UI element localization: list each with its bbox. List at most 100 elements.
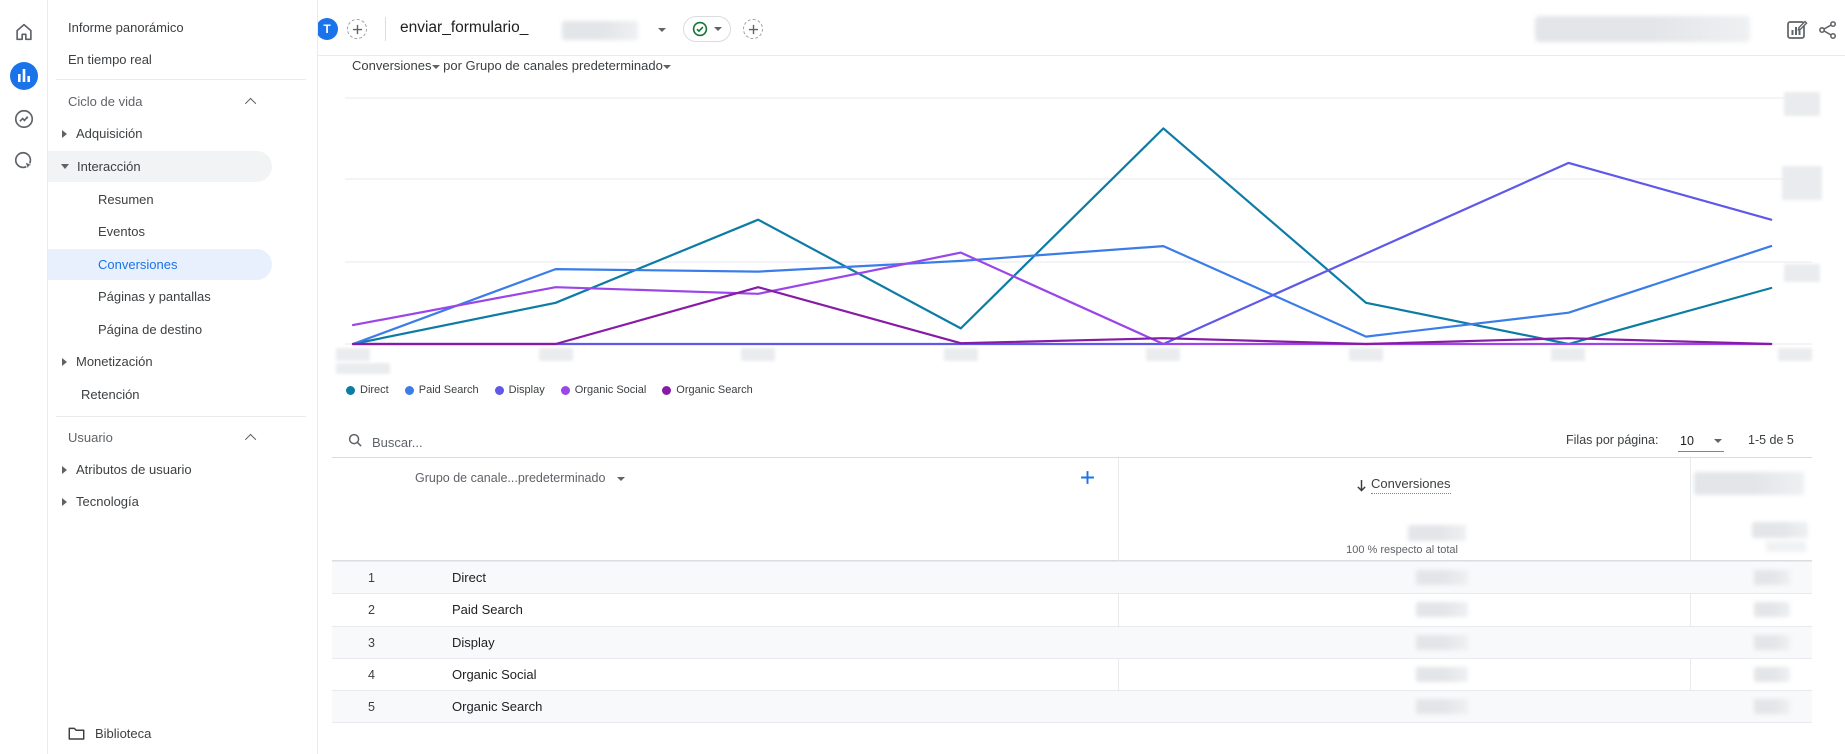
legend-dot-icon [560, 385, 570, 395]
legend-dot-icon [494, 385, 504, 395]
sidebar-item-retencion[interactable]: Retención [81, 387, 140, 402]
line-chart[interactable] [332, 80, 1824, 380]
table-top-border [332, 457, 1812, 458]
report-title: enviar_formulario_ [400, 19, 529, 36]
sidebar-item-interaccion[interactable]: Interacción [48, 151, 272, 182]
table-row: 1 Direct [332, 561, 1812, 593]
dropdown-caret-icon [662, 64, 671, 69]
redacted-metric-value [1754, 667, 1790, 682]
title-dropdown-caret-icon[interactable] [658, 28, 666, 32]
sort-descending-arrow-icon [1356, 479, 1367, 492]
sidebar-item-eventos[interactable]: Eventos [98, 224, 145, 239]
metric-column-header[interactable]: Conversiones [1356, 476, 1451, 494]
sidebar-item-paginas-y-pantallas[interactable]: Páginas y pantallas [98, 289, 211, 304]
sidebar-item-biblioteca[interactable]: Biblioteca [48, 718, 306, 749]
totals-caption: 100 % respecto al total [1346, 544, 1458, 556]
redacted-metric-value [1416, 667, 1468, 682]
redacted-axis-label [539, 348, 573, 361]
sidebar-item-resumen[interactable]: Resumen [98, 192, 154, 207]
redacted-total-value [1752, 522, 1808, 538]
redacted-axis-label [1784, 92, 1820, 116]
legend-item: Paid Search [404, 384, 479, 396]
sidebar-item-conversiones[interactable]: Conversiones [48, 249, 272, 280]
redacted-axis-label [944, 348, 978, 361]
sidebar-section-usuario[interactable]: Usuario [48, 422, 306, 453]
redacted-metric-value [1754, 570, 1790, 585]
table-row: 2 Paid Search [332, 593, 1812, 625]
expand-triangle-icon [62, 497, 67, 506]
avatar[interactable]: T [316, 18, 338, 40]
redacted-total-caption [1766, 541, 1806, 552]
library-folder-icon [68, 726, 85, 741]
redacted-title-suffix [562, 21, 638, 40]
redacted-axis-label [1778, 348, 1812, 361]
share-icon[interactable] [1817, 19, 1839, 46]
redacted-metric-value [1754, 635, 1790, 650]
reports-icon[interactable] [0, 56, 48, 96]
redacted-axis-label [1782, 166, 1822, 200]
chevron-up-icon [244, 97, 257, 109]
sidebar-item-pagina-de-destino[interactable]: Página de destino [98, 322, 203, 337]
add-column-button[interactable] [1080, 470, 1095, 490]
redacted-metric-value [1416, 699, 1468, 714]
dropdown-caret-icon [1714, 438, 1722, 443]
expand-triangle-icon [62, 357, 67, 366]
expand-triangle-icon [62, 465, 67, 474]
redacted-axis-label [1551, 348, 1585, 361]
redacted-metric-value [1416, 635, 1468, 650]
redacted-second-metric-header [1694, 472, 1804, 495]
legend-dot-icon [404, 385, 414, 395]
sidebar-item-atributos-de-usuario[interactable]: Atributos de usuario [48, 454, 306, 485]
table-row: 5 Organic Search [332, 690, 1812, 722]
home-icon[interactable] [0, 12, 48, 52]
rows-per-page-select[interactable]: 10 [1678, 430, 1724, 452]
redacted-axis-label [1784, 264, 1820, 282]
legend-dot-icon [662, 385, 672, 395]
chart-title[interactable]: Conversiones por Grupo de canales predet… [352, 58, 671, 73]
sidebar-item-en-tiempo-real[interactable]: En tiempo real [68, 52, 152, 67]
status-dropdown-caret-icon [714, 27, 722, 31]
search-input[interactable] [370, 429, 690, 455]
table-row: 3 Display [332, 626, 1812, 658]
left-rail [0, 0, 48, 754]
sidebar-divider [56, 416, 306, 417]
chart-dimension-selector[interactable]: Grupo de canales predeterminado [465, 58, 663, 73]
sidebar-item-tecnologia[interactable]: Tecnología [48, 486, 306, 517]
sidebar-item-monetizacion[interactable]: Monetización [48, 346, 306, 377]
redacted-metric-value [1416, 602, 1468, 617]
explore-icon[interactable] [0, 99, 48, 139]
sidebar-section-ciclo-de-vida[interactable]: Ciclo de vida [48, 86, 306, 117]
legend-item: Direct [346, 384, 389, 396]
chart-metric-selector[interactable]: Conversiones [352, 58, 432, 73]
table-bottom-border [332, 722, 1812, 723]
event-status-pill[interactable] [683, 16, 731, 42]
customize-report-icon[interactable] [1785, 18, 1809, 47]
advertising-icon[interactable] [0, 141, 48, 181]
sidebar-item-informe-panoramico[interactable]: Informe panorámico [68, 20, 184, 35]
legend-item: Organic Social [560, 384, 646, 396]
rows-per-page-label: Filas por página: [1566, 433, 1659, 447]
sidebar-item-adquisicion[interactable]: Adquisición [48, 118, 306, 149]
search-icon [348, 433, 363, 453]
redacted-metric-value [1754, 602, 1790, 617]
legend-dot-icon [346, 385, 355, 395]
expand-triangle-icon [62, 129, 67, 138]
collapse-triangle-icon [61, 164, 69, 169]
dimension-column-header[interactable]: Grupo de canale...predeterminado [415, 471, 625, 485]
chart-legend: Direct Paid Search Display Organic Socia… [346, 384, 753, 396]
chevron-up-icon [244, 433, 257, 445]
green-check-circle-icon [692, 21, 708, 37]
topbar-divider [385, 17, 386, 41]
add-filter-icon[interactable] [743, 19, 763, 39]
redacted-metric-value [1416, 570, 1468, 585]
legend-item: Organic Search [662, 384, 753, 396]
redacted-axis-label [1146, 348, 1180, 361]
redacted-metric-value [1754, 699, 1790, 714]
add-comparison-icon[interactable] [347, 19, 367, 39]
dropdown-caret-icon [616, 476, 625, 481]
legend-item: Display [494, 384, 545, 396]
table-row: 4 Organic Social [332, 658, 1812, 690]
topbar-bottom-border [318, 55, 1845, 56]
redacted-date-range[interactable] [1535, 16, 1750, 42]
